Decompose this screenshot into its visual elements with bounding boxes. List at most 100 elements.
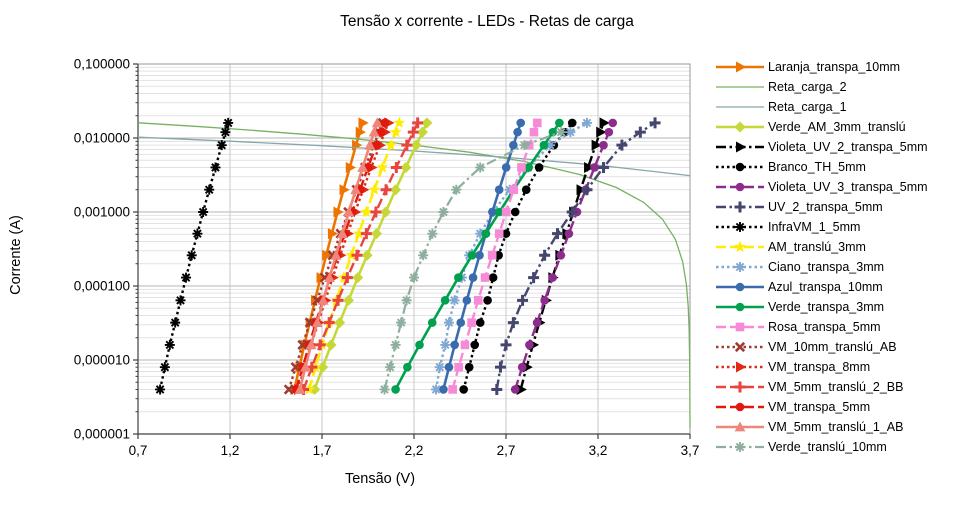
marker-diamond [416, 126, 428, 138]
legend-swatch-Laranja_transpa_10mm [716, 61, 764, 73]
marker-asterisk [519, 140, 530, 151]
marker-square [473, 296, 483, 305]
marker-star [734, 240, 746, 252]
marker-square [454, 362, 464, 372]
legend-swatch-InfraVM_1_5mm [716, 222, 764, 232]
marker-circle [488, 273, 498, 282]
marker-circle [735, 162, 745, 172]
marker-circle [735, 302, 745, 312]
x-axis-title: Tensão (V) [344, 471, 416, 487]
marker-star [345, 249, 358, 261]
marker-x [290, 362, 301, 373]
marker-circle [380, 118, 389, 128]
marker-asterisk [181, 272, 192, 283]
marker-asterisk [475, 228, 486, 239]
marker-plus [539, 249, 551, 261]
marker-square [448, 385, 457, 394]
marker-circle [376, 127, 386, 137]
marker-tri-right [345, 161, 356, 173]
marker-circle [509, 140, 518, 150]
marker-asterisk [735, 442, 745, 452]
marker-asterisk [210, 162, 221, 173]
legend-swatch-UV_2_transpa_5mm [716, 201, 764, 213]
series-line-Reta_carga_2 [137, 122, 691, 429]
x-tick-label: 1,2 [221, 443, 240, 458]
marker-plus [390, 161, 402, 173]
marker-diamond [352, 272, 364, 284]
marker-circle [735, 402, 745, 412]
series-InfraVM_1_5mm [155, 117, 234, 395]
legend-swatch-Ciano_transpa_3mm [716, 262, 764, 272]
legend-swatch-VM_transpa_5mm [716, 402, 764, 412]
marker-asterisk [204, 184, 215, 195]
marker-tri-up [364, 139, 376, 150]
gridlines-major [137, 63, 691, 435]
marker-circle [525, 340, 534, 350]
x-tick-label: 1,7 [313, 443, 332, 458]
marker-circle [516, 118, 526, 128]
marker-plus [598, 161, 610, 173]
legend-label: AM_translú_3mm [768, 240, 866, 254]
marker-plus [332, 294, 344, 306]
marker-plus [380, 184, 392, 196]
marker-tri-up [317, 294, 329, 305]
marker-circle [534, 163, 544, 172]
marker-diamond [410, 139, 422, 151]
marker-circle [456, 318, 466, 327]
marker-plus [351, 249, 363, 261]
marker-circle [454, 273, 463, 282]
legend-swatch-VM_5mm_translú_2_BB [716, 381, 764, 393]
marker-tri-right [516, 383, 527, 395]
marker-tri-up [337, 228, 348, 239]
marker-circle [495, 207, 504, 217]
legend-item-Violeta_UV_2_transpa_5mm: Violeta_UV_2_transpa_5mm [714, 137, 972, 157]
series-UV_2_transpa_5mm [491, 117, 661, 395]
marker-x [304, 317, 315, 328]
marker-circle [521, 185, 531, 195]
marker-asterisk [556, 127, 567, 138]
series-line-VM_5mm_translú_2_BB [302, 122, 419, 390]
marker-tri-right [333, 206, 344, 218]
marker-tri-up [734, 421, 746, 432]
marker-plus [734, 381, 746, 393]
marker-plus [407, 126, 419, 138]
legend-item-AM_translú_3mm: AM_translú_3mm [714, 237, 972, 257]
marker-diamond [421, 117, 433, 129]
series-Verde_translú_10mm [379, 127, 567, 395]
marker-tri-right [591, 139, 602, 151]
marker-circle [467, 250, 477, 260]
legend-item-VM_transpa_5mm: VM_transpa_5mm [714, 397, 972, 417]
marker-tri-right [327, 228, 339, 240]
marker-asterisk [440, 339, 451, 350]
marker-star [393, 116, 406, 128]
marker-square [467, 318, 476, 327]
marker-asterisk [545, 140, 556, 151]
marker-circle [470, 340, 480, 350]
marker-tri-right [736, 141, 747, 153]
legend-label: Laranja_transpa_10mm [768, 60, 901, 74]
legend-label: Reta_carga_1 [768, 100, 847, 114]
ticks: 0,100000 0,010000 0,001000 0,000100 0,000010… [74, 57, 700, 459]
marker-plus [314, 339, 326, 351]
marker-plus [634, 126, 646, 138]
legend-item-VM_10mm_translú_AB: VM_10mm_translú_AB [714, 337, 972, 357]
marker-circle [427, 318, 437, 327]
legend-label: Reta_carga_2 [768, 80, 847, 94]
marker-tri-right [736, 61, 747, 73]
marker-plus [370, 206, 382, 218]
marker-circle [475, 318, 485, 327]
marker-circle [483, 296, 492, 305]
marker-asterisk [427, 228, 438, 239]
legend-label: Verde_AM_3mm_translú [768, 120, 906, 134]
marker-star [360, 205, 373, 217]
marker-asterisk [198, 207, 209, 217]
marker-asterisk [581, 117, 592, 128]
marker-tri-up [324, 272, 335, 282]
marker-circle [735, 282, 745, 292]
marker-asterisk [409, 272, 419, 283]
marker-tri-up [311, 317, 323, 328]
marker-square [487, 250, 497, 260]
series-Verde_AM_3mm_translú [309, 117, 433, 395]
marker-circle [440, 296, 450, 305]
